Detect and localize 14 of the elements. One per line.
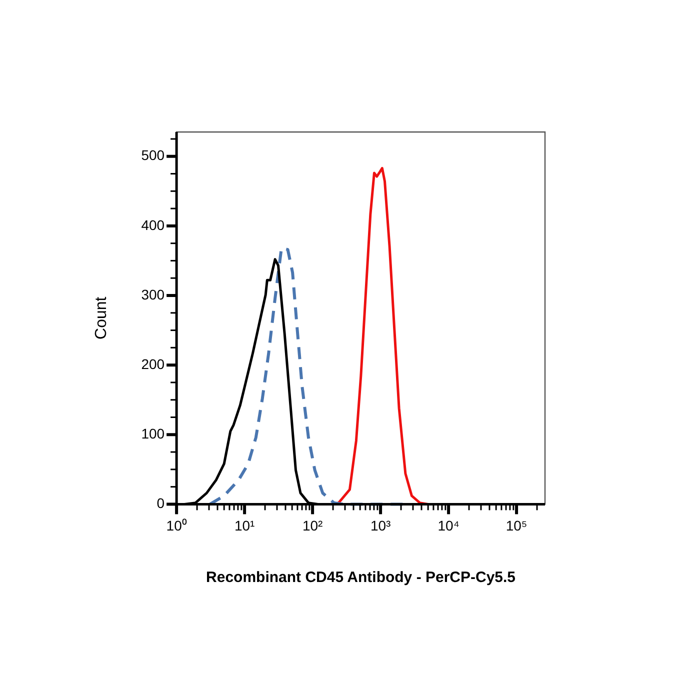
y-tick-label: 200 [141, 356, 165, 372]
x-tick-label: 10³ [370, 517, 392, 534]
x-tick-label: 10⁴ [438, 517, 460, 534]
y-tick-label: 300 [141, 286, 165, 302]
y-tick-label: 500 [141, 147, 165, 164]
x-tick-label: 10² [302, 517, 324, 534]
y-tick-label: 0 [156, 495, 165, 512]
y-tick-label: 100 [141, 425, 165, 442]
y-tick-label: 400 [141, 216, 165, 233]
x-tick-label: 10¹ [234, 517, 256, 534]
x-axis-title: Recombinant CD45 Antibody - PerCP-Cy5.5 [206, 569, 516, 586]
x-tick-label: 10⁰ [166, 517, 187, 534]
x-tick-label: 10⁵ [506, 517, 528, 534]
y-axis-title: Count [93, 296, 110, 340]
